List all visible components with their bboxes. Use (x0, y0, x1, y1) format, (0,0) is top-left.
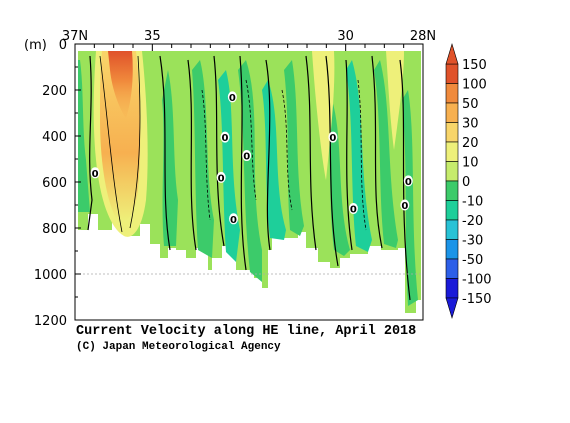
colorbar-label: -150 (462, 292, 492, 307)
colorbar-band (445, 278, 459, 299)
contour-label: 0 (329, 133, 336, 144)
contour-label-bg (216, 171, 226, 183)
x-axis: 37N 35 30 28N (62, 29, 436, 51)
colorbar-band (445, 180, 459, 201)
contour-lines (87, 55, 411, 301)
colorbar-band (445, 102, 459, 123)
contour-label-bg (328, 131, 338, 143)
contour-label-bg (220, 131, 230, 143)
y-tick-label: 1200 (34, 314, 67, 329)
field-teal-3 (346, 60, 372, 252)
chart-credit: (C) Japan Meteorological Agency (76, 341, 281, 353)
colorbar-label: -10 (462, 195, 483, 210)
x-tick-label: 28N (410, 29, 436, 44)
y-axis: 0 200 400 600 800 1000 1200 (34, 38, 81, 329)
colorbar-band (445, 219, 459, 240)
x-tick-label: 30 (337, 29, 354, 44)
colorbar-band (445, 83, 459, 104)
y-tick-label: 600 (42, 176, 67, 191)
colorbar-label: -50 (462, 253, 483, 268)
contour-label-bg (403, 175, 413, 187)
contour-label: 0 (218, 173, 225, 184)
contour-label: 0 (92, 169, 99, 180)
contour-label: 0 (243, 152, 250, 163)
colorbar-bottom-arrow (445, 297, 459, 320)
field-green-1 (78, 60, 90, 212)
y-tick-label: 800 (42, 222, 67, 237)
colorbar-label: -20 (462, 214, 483, 229)
velocity-field (78, 51, 421, 313)
contour-label-bg (348, 202, 358, 214)
colorbar-label: 50 (462, 97, 479, 112)
y-tick-label: 0 (59, 38, 67, 53)
contour-labels: 0 0 0 0 0 0 0 0 0 0 (90, 91, 413, 226)
y-tick-label: 1000 (34, 268, 67, 283)
colorbar-label: -30 (462, 234, 483, 249)
colorbar-band (445, 63, 459, 84)
contour-label: 0 (350, 204, 357, 215)
colorbar-label: 20 (462, 136, 479, 151)
field-green-7 (374, 60, 398, 248)
colorbar-label: 0 (462, 175, 470, 190)
field-green-3 (192, 60, 214, 258)
field-green-8 (402, 90, 418, 306)
field-green-4 (238, 60, 262, 282)
contour-label: 0 (230, 215, 237, 226)
colorbar-band (445, 161, 459, 182)
contour-label: 0 (222, 133, 229, 144)
colorbar-label: 100 (462, 78, 487, 93)
contour-label: 0 (401, 201, 408, 212)
contour-label-bg (227, 91, 237, 103)
contour-label: 0 (405, 177, 412, 188)
y-tick-label: 200 (42, 84, 67, 99)
contour-label-bg (90, 167, 100, 179)
colorbar-band (445, 141, 459, 162)
field-warm-3 (386, 51, 404, 150)
colorbar-band (445, 258, 459, 279)
colorbar-label: 150 (462, 58, 487, 73)
field-warm-jet-core (108, 51, 133, 118)
contour-label-bg (229, 213, 239, 225)
y-tick-label: 400 (42, 130, 67, 145)
y-axis-unit: (m) (24, 38, 47, 53)
colorbar-band (445, 200, 459, 221)
colorbar-label: 30 (462, 117, 479, 132)
colorbar-band (445, 239, 459, 260)
colorbar-label: 10 (462, 156, 479, 171)
colorbar-band (445, 122, 459, 143)
colorbar-top-arrow (445, 42, 459, 65)
colorbar-label: -100 (462, 273, 492, 288)
chart-title: Current Velocity along HE line, April 20… (76, 324, 416, 339)
x-tick-label: 35 (144, 29, 161, 44)
negative-contours (201, 79, 367, 231)
x-tick-label: 37N (62, 29, 88, 44)
contour-label-bg (242, 150, 252, 162)
contour-label: 0 (229, 93, 236, 104)
contour-label-bg (400, 199, 410, 211)
